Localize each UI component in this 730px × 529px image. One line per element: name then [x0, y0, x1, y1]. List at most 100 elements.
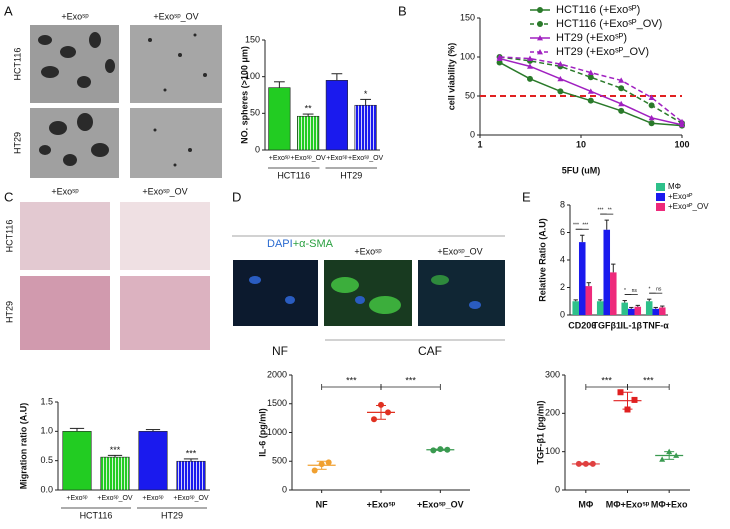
y-tick-label: 1000: [267, 427, 287, 437]
y-tick-label: 0: [282, 484, 287, 494]
point: [526, 63, 533, 69]
x-axis-label: 5FU (uM): [562, 165, 601, 175]
x-tick-label: +Exoˢᵖ: [66, 495, 88, 502]
legend-marker: [537, 7, 543, 13]
x-tick-label: MΦ+Exo: [651, 499, 688, 509]
y-tick-label: 1500: [267, 398, 287, 408]
point: [617, 389, 624, 396]
legend-swatch: [656, 193, 665, 201]
y-tick-label: 1.0: [40, 426, 53, 436]
cells: [249, 275, 481, 314]
images-c: +Exoˢᵖ +Exoˢᵖ_OV HCT116 HT29: [4, 186, 210, 350]
x-tick-label: +Exoˢᵖ_OV: [291, 155, 327, 162]
point: [526, 75, 533, 82]
point: [618, 85, 625, 92]
y-axis-label: IL-6 (pg/ml): [257, 408, 267, 457]
y-tick-label: 0.0: [40, 484, 53, 494]
micrograph: [20, 202, 110, 270]
legend-swatch: [656, 183, 665, 191]
micrograph: [30, 108, 119, 178]
significance: ***: [346, 375, 357, 385]
y-tick-label: 6: [560, 227, 565, 237]
micrograph: [324, 260, 412, 326]
point: [557, 88, 564, 95]
point: [618, 107, 625, 114]
legend-marker: [537, 35, 543, 41]
point: [557, 61, 564, 67]
point: [587, 74, 594, 81]
point: [679, 121, 685, 128]
legend-label: HT29 (+Exoˢᴾ): [556, 32, 627, 44]
micrograph: [233, 260, 318, 326]
point: [378, 401, 384, 408]
point: [659, 456, 666, 462]
bar: [176, 460, 206, 491]
bar: [62, 431, 92, 491]
x-tick-label: CD206: [568, 320, 596, 330]
significance: ***: [110, 445, 121, 455]
x-tick-label: TGFβ1: [593, 320, 622, 330]
significance: **: [608, 207, 612, 213]
bar: [634, 306, 642, 315]
group-label: HCT116: [277, 170, 310, 180]
x-tick-label: TNF-α: [643, 320, 669, 330]
panel-label: C: [4, 189, 13, 204]
y-axis-label: Migration ratio (A.U): [18, 403, 28, 490]
bar: [621, 302, 628, 315]
column-label: +Exoˢᵖ: [51, 186, 79, 196]
stain: DAPI: [267, 238, 293, 250]
micrograph: [130, 25, 222, 103]
y-tick-label: 150: [460, 12, 475, 22]
column-label: +Exoˢᵖ: [354, 246, 382, 256]
point: [648, 120, 655, 127]
y-tick-label: 4: [560, 254, 565, 264]
bar: [585, 286, 593, 315]
panel-label: B: [398, 3, 407, 18]
x-tick-label: 100: [674, 139, 689, 149]
row-label: HT29: [4, 301, 14, 323]
significance: ***: [186, 448, 197, 458]
significance: *: [624, 288, 626, 294]
legend-marker: [537, 49, 543, 55]
significance: **: [305, 103, 313, 113]
point: [526, 55, 533, 61]
y-tick-label: 1.5: [40, 396, 53, 406]
stain: +α-SMA: [293, 238, 334, 250]
point: [587, 88, 594, 94]
y-tick-label: 50: [465, 90, 475, 100]
y-tick-label: 500: [272, 456, 287, 466]
point: [618, 77, 625, 83]
bar: [603, 229, 611, 315]
bar: [578, 242, 586, 315]
x-tick-label: +Exoˢᵖ_OV: [97, 495, 133, 502]
significance: ns: [656, 287, 662, 293]
x-tick-label: +Exoˢᵖ_OV: [173, 495, 209, 502]
y-axis-label: cell viability (%): [446, 43, 456, 111]
bar: [268, 87, 291, 151]
y-tick-label: 8: [560, 199, 565, 209]
x-tick-label: +Exoˢᵖ_OV: [417, 499, 464, 509]
column-label: +Exoˢᵖ: [61, 11, 89, 21]
y-tick-label: 100: [245, 71, 260, 81]
point: [587, 69, 594, 75]
significance: ***: [573, 223, 579, 229]
bar: [572, 301, 579, 315]
x-tick-label: +Exoˢᵖ: [326, 155, 348, 162]
x-tick-label: MΦ+Exoˢᵖ: [606, 499, 650, 509]
bar: [325, 80, 348, 151]
point: [311, 467, 318, 474]
significance: ***: [405, 375, 416, 385]
legend-label: MΦ: [668, 182, 681, 191]
y-tick-label: 0: [470, 129, 475, 139]
legend-label: +Exoˢᴾ: [668, 192, 693, 201]
panel-labels: A B C D E: [4, 3, 531, 204]
y-tick-label: 50: [250, 108, 260, 118]
row-label: HCT116: [4, 220, 14, 253]
x-tick-label: 10: [576, 139, 586, 149]
micrograph: [120, 276, 210, 350]
significance: ns: [632, 288, 638, 294]
point: [587, 97, 594, 104]
bar: [138, 431, 168, 491]
y-tick-label: 2: [560, 282, 565, 292]
